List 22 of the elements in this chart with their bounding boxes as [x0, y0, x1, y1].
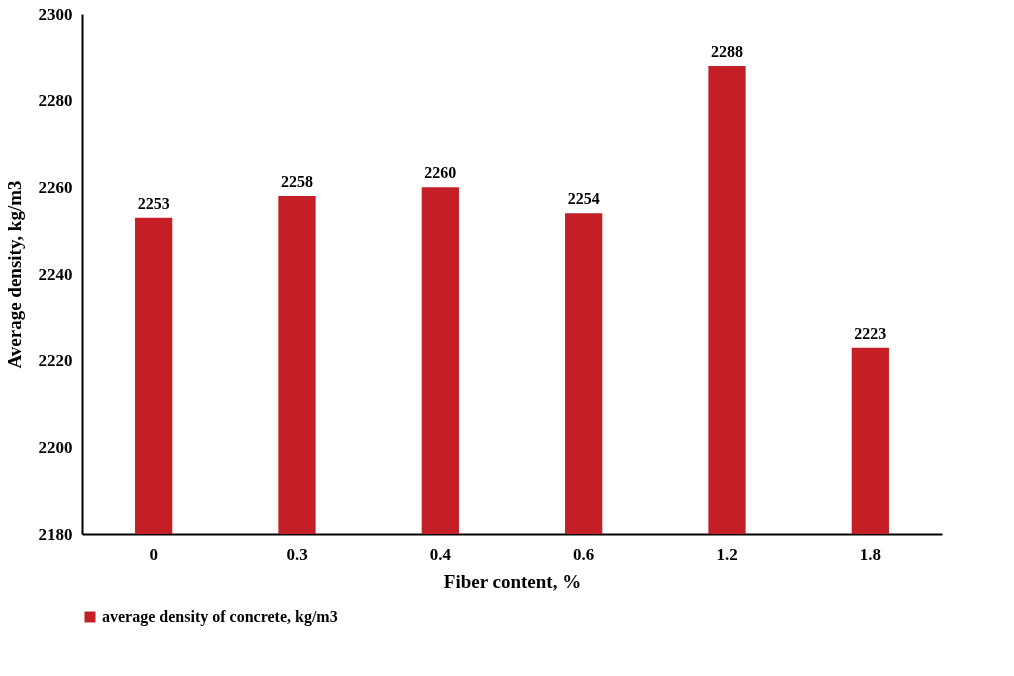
data-label: 2223 — [854, 324, 887, 342]
y-axis-title: Average density, kg/m3 — [3, 180, 25, 369]
x-tick-label: 1.8 — [859, 544, 881, 564]
data-label: 2254 — [567, 190, 600, 208]
y-tick-label: 2200 — [38, 437, 73, 457]
x-tick-label: 0.3 — [286, 544, 308, 564]
data-label: 2288 — [711, 43, 743, 60]
y-tick-label: 2280 — [38, 91, 73, 111]
x-tick-label: 1.2 — [716, 544, 738, 564]
y-tick-label: 2300 — [38, 4, 73, 24]
data-label: 2258 — [281, 173, 313, 190]
y-tick-label: 2180 — [38, 524, 73, 544]
x-axis-title: Fiber content, % — [443, 570, 582, 592]
y-tick-label: 2220 — [38, 351, 73, 371]
data-label: 2253 — [137, 194, 170, 212]
x-tick-label: 0 — [149, 544, 158, 564]
data-label: 2260 — [424, 164, 457, 182]
x-tick-label: 0.6 — [573, 544, 595, 564]
y-tick-label: 2240 — [38, 264, 73, 284]
x-tick-label: 0.4 — [429, 544, 452, 564]
y-tick-label: 2260 — [38, 177, 73, 197]
legend-label: average density of concrete, kg/m3 — [102, 608, 338, 626]
